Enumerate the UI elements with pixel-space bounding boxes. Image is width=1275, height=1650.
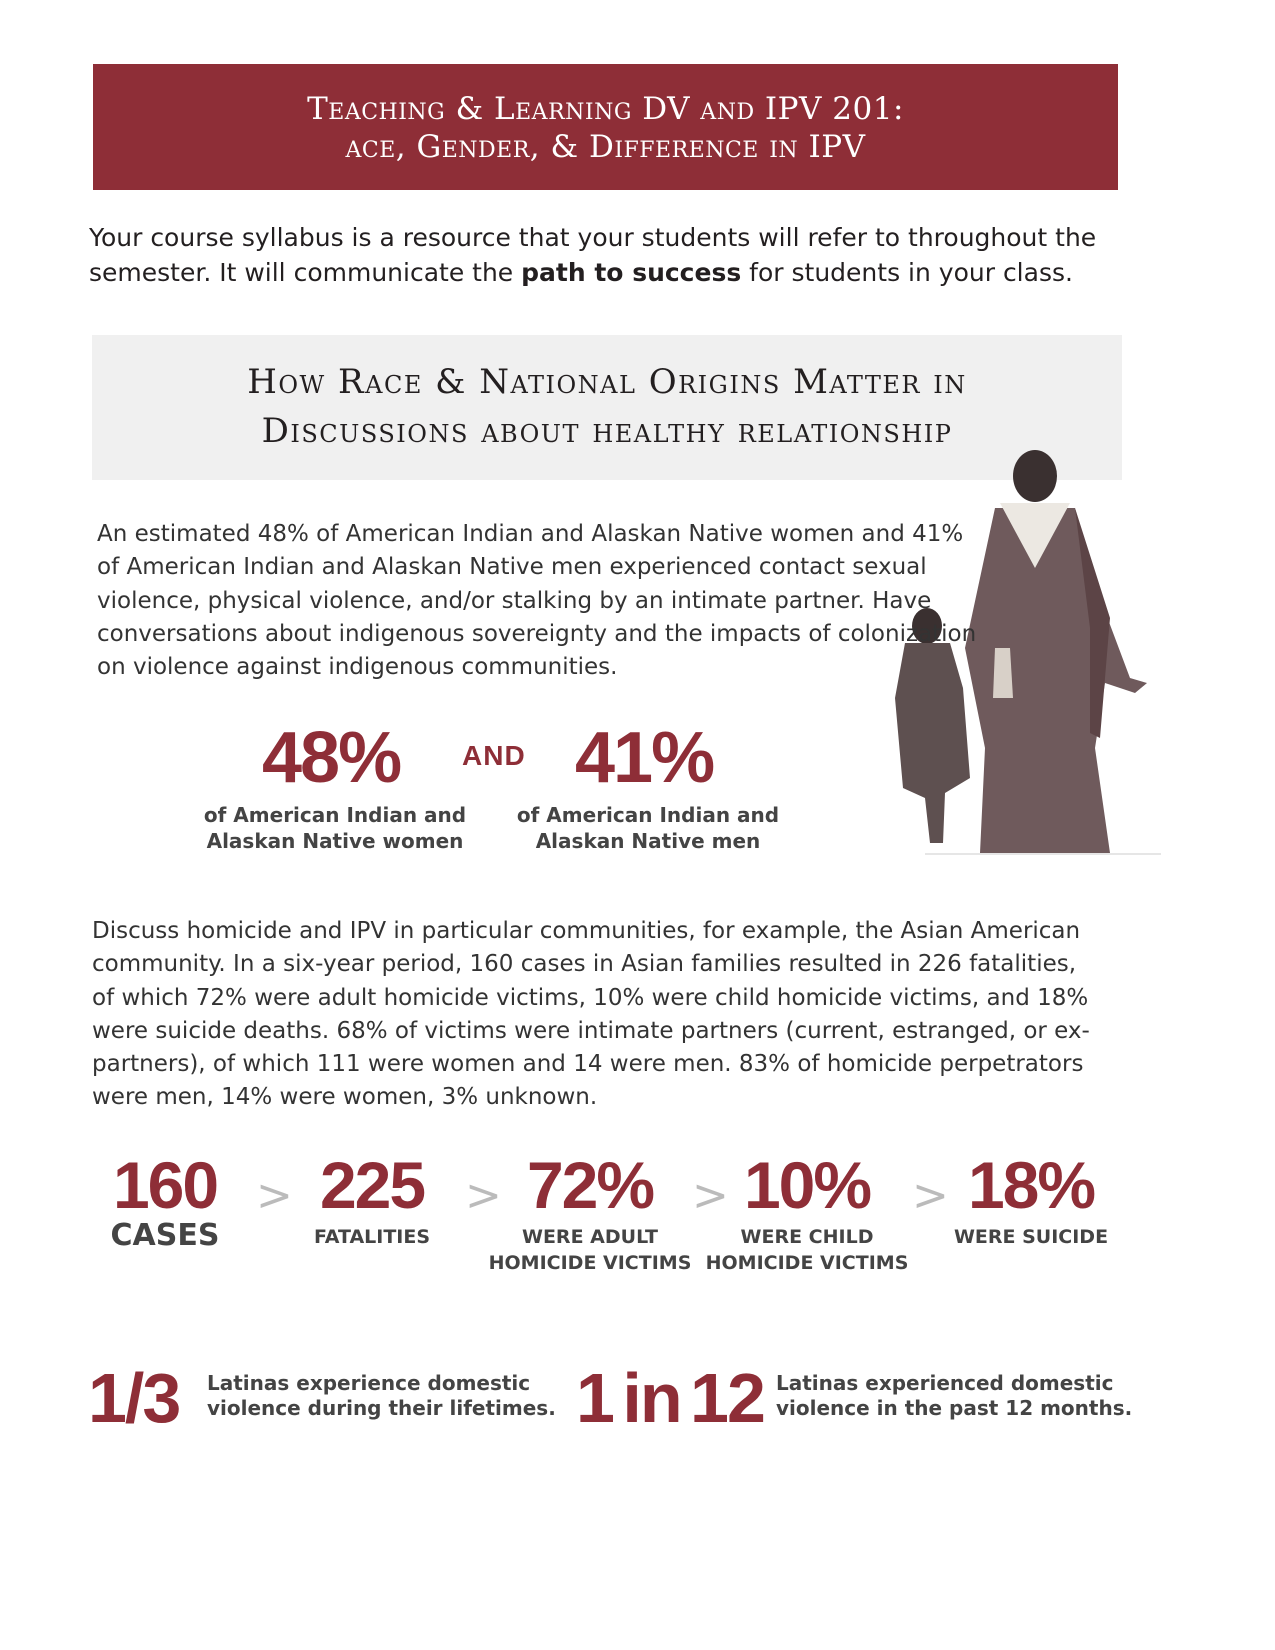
chevron-right-icon: > <box>256 1170 293 1221</box>
section-heading-panel <box>92 335 1122 480</box>
stat-value: 160 <box>112 1148 219 1222</box>
stat-label: FATALITIES <box>313 1226 431 1248</box>
stat-value: 10% <box>743 1148 872 1222</box>
native-paragraph: An estimated 48% of American Indian and … <box>97 521 977 681</box>
stat-label-line-2: HOMICIDE VICTIMS <box>488 1252 692 1274</box>
section-heading-line-2: Discussions about healthy relationship <box>261 411 953 451</box>
stat-label: CASES <box>110 1218 220 1253</box>
women-stat-value: 48% <box>262 718 402 798</box>
stat-value: 18% <box>967 1148 1096 1222</box>
title-line-1: Teaching & Learning DV and IPV 201: <box>307 91 904 127</box>
stat-label-line-1: WERE CHILD <box>740 1226 874 1248</box>
and-connector: AND <box>462 740 526 771</box>
chevron-right-icon: > <box>692 1170 729 1221</box>
title-line-2: ace, Gender, & Difference in IPV <box>345 129 866 165</box>
intro-after: for students in your class. <box>741 258 1073 287</box>
stat-adult-homicide: 72% WERE ADULT HOMICIDE VICTIMS <box>480 1150 700 1276</box>
women-stat-label: of American Indian and Alaskan Native wo… <box>195 802 475 854</box>
latina-12-months-line-1: Latinas experienced domestic <box>776 1371 1114 1395</box>
latina-12-months-value: 1 in 12 <box>576 1359 766 1437</box>
section-heading-line-1: How Race & National Origins Matter in <box>247 362 967 402</box>
stat-value: 72% <box>526 1148 655 1222</box>
latina-lifetime-line-2: violence during their lifetimes. <box>207 1396 556 1420</box>
stat-child-homicide: 10% WERE CHILD HOMICIDE VICTIMS <box>697 1150 917 1276</box>
intro-bold: path to success <box>521 258 742 287</box>
stat-fatalities: 225 FATALITIES <box>262 1150 482 1250</box>
latina-lifetime-text: Latinas experience domestic violence dur… <box>207 1371 556 1421</box>
women-label-line-2: Alaskan Native women <box>206 829 464 853</box>
latina-lifetime-line-1: Latinas experience domestic <box>207 1371 531 1395</box>
title-banner: Teaching & Learning DV and IPV 201: ace,… <box>93 64 1118 190</box>
chevron-right-icon: > <box>465 1170 502 1221</box>
latina-lifetime-value: 1/3 <box>88 1359 181 1437</box>
stat-cases: 160 CASES <box>55 1150 275 1252</box>
stat-label: WERE CHILD HOMICIDE VICTIMS <box>697 1224 917 1276</box>
stat-label-line-2: HOMICIDE VICTIMS <box>705 1252 909 1274</box>
chevron-right-icon: > <box>912 1170 949 1221</box>
latina-12-months-line-2: violence in the past 12 months. <box>776 1396 1133 1420</box>
stat-label: WERE ADULT HOMICIDE VICTIMS <box>480 1224 700 1276</box>
stat-suicide: 18% WERE SUICIDE <box>921 1150 1141 1250</box>
men-stat-label: of American Indian and Alaskan Native me… <box>508 802 788 854</box>
stat-label-line-1: WERE ADULT <box>522 1226 658 1248</box>
native-woman-and-child-photo <box>895 450 1161 855</box>
intro-before: Your course syllabus is a resource that … <box>89 223 1097 287</box>
stat-value: 225 <box>319 1148 426 1222</box>
asian-paragraph: Discuss homicide and IPV in particular c… <box>92 918 1090 1111</box>
men-stat-value: 41% <box>575 718 715 798</box>
men-label-line-2: Alaskan Native men <box>535 829 761 853</box>
men-label-line-1: of American Indian and <box>516 803 780 827</box>
intro-text: Your course syllabus is a resource that … <box>89 220 1149 290</box>
stat-label: WERE SUICIDE <box>953 1226 1109 1248</box>
women-label-line-1: of American Indian and <box>203 803 467 827</box>
section-heading: How Race & National Origins Matter in Di… <box>92 358 1122 456</box>
latina-12-months-text: Latinas experienced domestic violence in… <box>776 1371 1132 1421</box>
